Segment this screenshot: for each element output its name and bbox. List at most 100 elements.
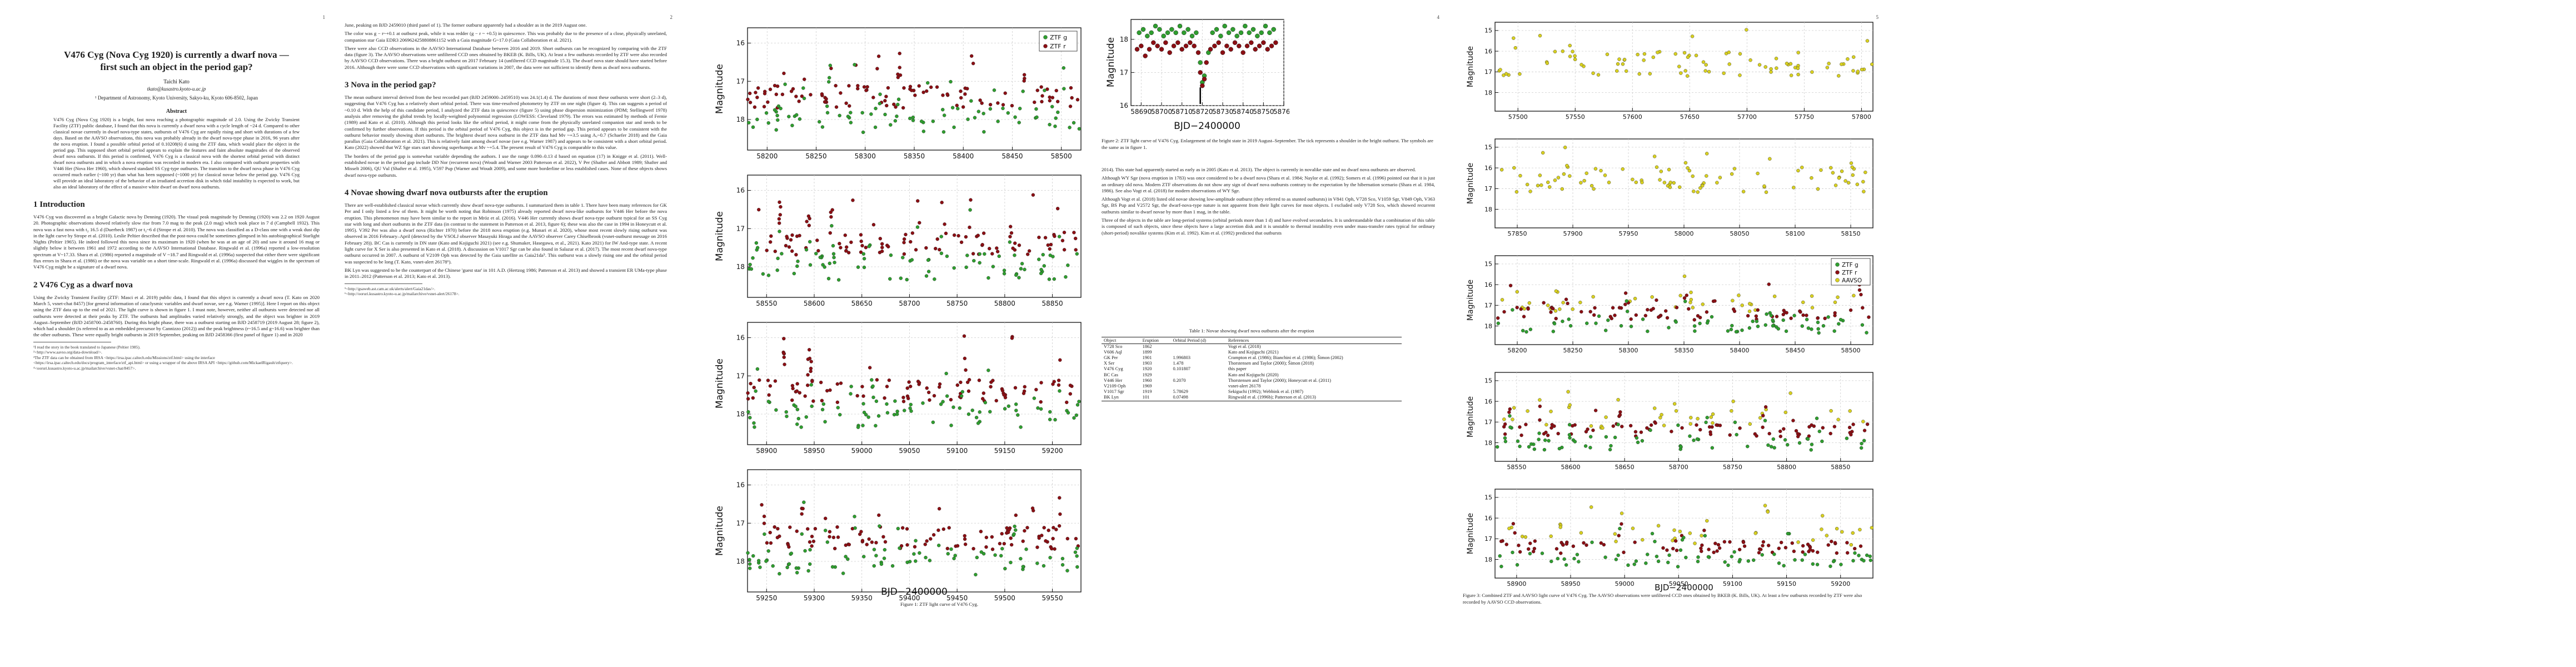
ztf-r-point: [1758, 547, 1763, 551]
aavso-point: [1730, 409, 1733, 413]
ztf-g-point: [1832, 329, 1836, 333]
aavso-point: [1571, 49, 1575, 53]
ztf-g-point: [973, 116, 977, 120]
ztf-r-point: [1791, 419, 1795, 422]
ztf-g-point: [1014, 409, 1018, 412]
ztf-g-point: [1644, 561, 1648, 565]
ztf-r-point: [875, 67, 879, 71]
ztf-r-point: [1742, 544, 1747, 548]
ztf-g-point: [823, 265, 826, 269]
ztf-r-point: [871, 223, 876, 227]
ztf-g-point: [876, 414, 881, 418]
ztf-g-point: [879, 562, 884, 566]
ztf-r-point: [789, 238, 793, 242]
ztf-r-point: [1611, 306, 1615, 310]
page-number: 5: [1876, 14, 1879, 20]
ztf-r-point: [839, 91, 843, 95]
aavso-point: [1642, 52, 1647, 56]
ztf-g-point: [849, 385, 853, 389]
ztf-r-point: [923, 542, 927, 546]
ztf-r-point: [1526, 307, 1530, 311]
x-tick-label: 59400: [899, 594, 920, 602]
footnote-2[interactable]: ²<http://www.aavso.org/data-download/>.: [33, 350, 102, 355]
ztf-r-point: [964, 235, 968, 239]
ztf-r-point: [1050, 546, 1054, 551]
ztf-g-point: [874, 399, 879, 404]
aavso-point: [1636, 52, 1640, 57]
ztf-r-point: [885, 103, 889, 108]
x-tick-label: 58700: [1669, 464, 1688, 471]
aavso-point: [1603, 173, 1607, 177]
x-tick-label: 59500: [994, 594, 1015, 602]
ztf-g-point: [1247, 30, 1252, 36]
plot-panel: 58900 58950 59000 59050 59100 59150 5920016171…: [714, 322, 1082, 455]
aavso-point: [1748, 302, 1752, 306]
ztf-r-point: [931, 533, 936, 537]
ztf-g-point: [1019, 267, 1023, 271]
ztf-r-point: [1761, 540, 1766, 544]
aavso-point: [1546, 180, 1550, 185]
ztf-g-point: [918, 551, 921, 555]
ztf-g-point: [1003, 407, 1007, 411]
ztf-g-point: [849, 111, 853, 115]
ztf-g-point: [1816, 320, 1820, 325]
ztf-g-point: [1655, 554, 1659, 559]
ztf-g-point: [771, 564, 775, 568]
ztf-g-point: [1226, 30, 1232, 36]
ztf-g-point: [846, 557, 850, 561]
footnote-4[interactable]: ⁴<ooruri.kusastro.kyoto-u.ac.jp/mailarch…: [33, 365, 136, 371]
ztf-g-point: [1769, 445, 1773, 449]
author-email[interactable]: tkato@kusastro.kyoto-u.ac.jp: [147, 86, 206, 92]
ztf-g-point: [1603, 328, 1608, 332]
ztf-g-point: [1696, 559, 1700, 564]
ztf-r-point: [749, 381, 753, 386]
ztf-r-point: [1713, 299, 1717, 303]
ztf-g-point: [1857, 554, 1861, 558]
ztf-g-point: [1075, 554, 1079, 558]
x-tick-label: 59150: [1777, 580, 1796, 588]
aavso-point: [1837, 74, 1841, 78]
aavso-point: [1810, 294, 1814, 298]
plot-panel: 5869058700587105872058730587405875058760…: [1120, 19, 1289, 116]
ztf-g-point: [958, 406, 961, 410]
aavso-point: [1677, 64, 1681, 68]
ztf-r-point: [984, 545, 988, 549]
ztf-r-point: [887, 378, 891, 382]
ztf-g-point: [926, 81, 930, 85]
ztf-g-point: [751, 125, 755, 129]
footnote-3[interactable]: ³The ZTF data can be obtained from IRSA …: [33, 355, 293, 366]
ztf-r-point: [762, 514, 766, 519]
ztf-g-point: [1868, 554, 1872, 559]
x-tick-label: 57550: [1566, 113, 1585, 121]
footnote-6[interactable]: ⁶<http://ooruri.kusastro.kyoto-u.ac.jp/m…: [345, 291, 460, 296]
ztf-g-point: [1860, 441, 1864, 446]
ztf-r-point: [823, 100, 827, 104]
ztf-g-point: [860, 111, 864, 115]
aavso-point: [1613, 532, 1617, 536]
ztf-g-point: [1869, 558, 1872, 563]
ztf-g-point: [1703, 534, 1707, 538]
ztf-g-point: [836, 406, 840, 410]
ztf-r-point: [865, 85, 869, 89]
ztf-g-point: [871, 384, 875, 389]
x-tick-label: 58550: [756, 300, 777, 307]
ztf-r-point: [1682, 296, 1687, 300]
ztf-r-point: [847, 542, 851, 546]
aavso-point: [1748, 422, 1752, 426]
ztf-g-point: [831, 243, 835, 248]
ztf-g-point: [796, 259, 800, 263]
aavso-point: [1541, 151, 1545, 155]
ztf-r-point: [962, 334, 966, 338]
footnote-5[interactable]: ⁵<http://gsaweb.ast.cam.ac.uk/alerts/ale…: [345, 286, 435, 291]
aavso-point: [1870, 526, 1874, 530]
ztf-r-point: [806, 527, 810, 531]
table-cell: Sekiguchi (1992); Webbink et al. (1987): [1228, 389, 1303, 395]
ztf-g-point: [758, 565, 762, 569]
ztf-g-point: [1503, 440, 1508, 444]
aavso-point: [1563, 146, 1567, 150]
ztf-r-point: [1665, 316, 1670, 320]
ztf-g-point: [1760, 553, 1764, 557]
table-cell: Thorstensen and Taylor (2000); Honeycutt…: [1228, 377, 1331, 383]
ztf-r-point: [909, 240, 913, 244]
ztf-g-point: [1738, 558, 1742, 562]
